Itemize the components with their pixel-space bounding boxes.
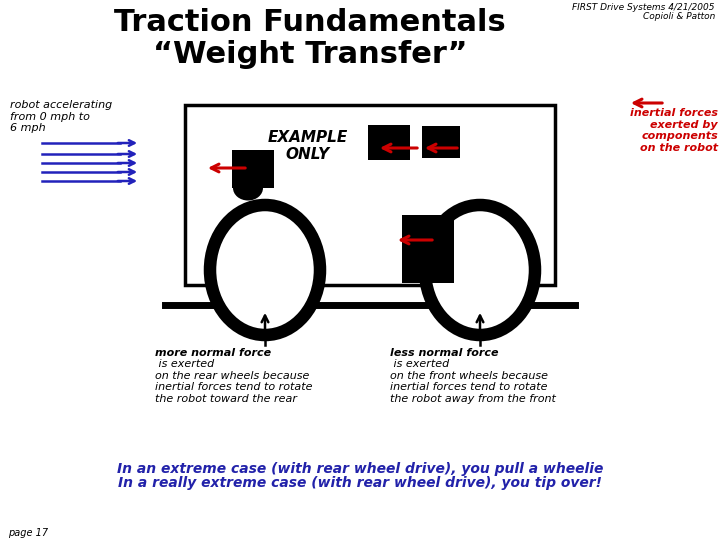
Text: inertial forces
exerted by
components
on the robot: inertial forces exerted by components on… — [630, 108, 718, 153]
Text: page 17: page 17 — [8, 528, 48, 538]
Bar — [368, 125, 410, 160]
Bar — [185, 105, 555, 285]
Ellipse shape — [233, 176, 263, 200]
Text: In an extreme case (with rear wheel drive), you pull a wheelie: In an extreme case (with rear wheel driv… — [117, 462, 603, 476]
Text: EXAMPLE
ONLY: EXAMPLE ONLY — [268, 130, 348, 163]
Text: In a really extreme case (with rear wheel drive), you tip over!: In a really extreme case (with rear whee… — [118, 476, 602, 490]
Text: is exerted
on the front wheels because
inertial forces tend to rotate
the robot : is exerted on the front wheels because i… — [390, 359, 556, 404]
Text: less normal force: less normal force — [390, 348, 498, 358]
Text: “Weight Transfer”: “Weight Transfer” — [153, 40, 467, 69]
Text: is exerted
on the rear wheels because
inertial forces tend to rotate
the robot t: is exerted on the rear wheels because in… — [155, 359, 312, 404]
Bar — [232, 150, 274, 188]
Text: Traction Fundamentals: Traction Fundamentals — [114, 8, 506, 37]
Text: Copioli & Patton: Copioli & Patton — [643, 12, 715, 21]
Text: FIRST Drive Systems 4/21/2005: FIRST Drive Systems 4/21/2005 — [572, 3, 715, 12]
Ellipse shape — [425, 205, 535, 335]
Text: more normal force: more normal force — [155, 348, 271, 358]
Bar — [402, 215, 454, 283]
Bar — [422, 126, 460, 158]
Ellipse shape — [210, 205, 320, 335]
Text: robot accelerating
from 0 mph to
6 mph: robot accelerating from 0 mph to 6 mph — [10, 100, 112, 133]
